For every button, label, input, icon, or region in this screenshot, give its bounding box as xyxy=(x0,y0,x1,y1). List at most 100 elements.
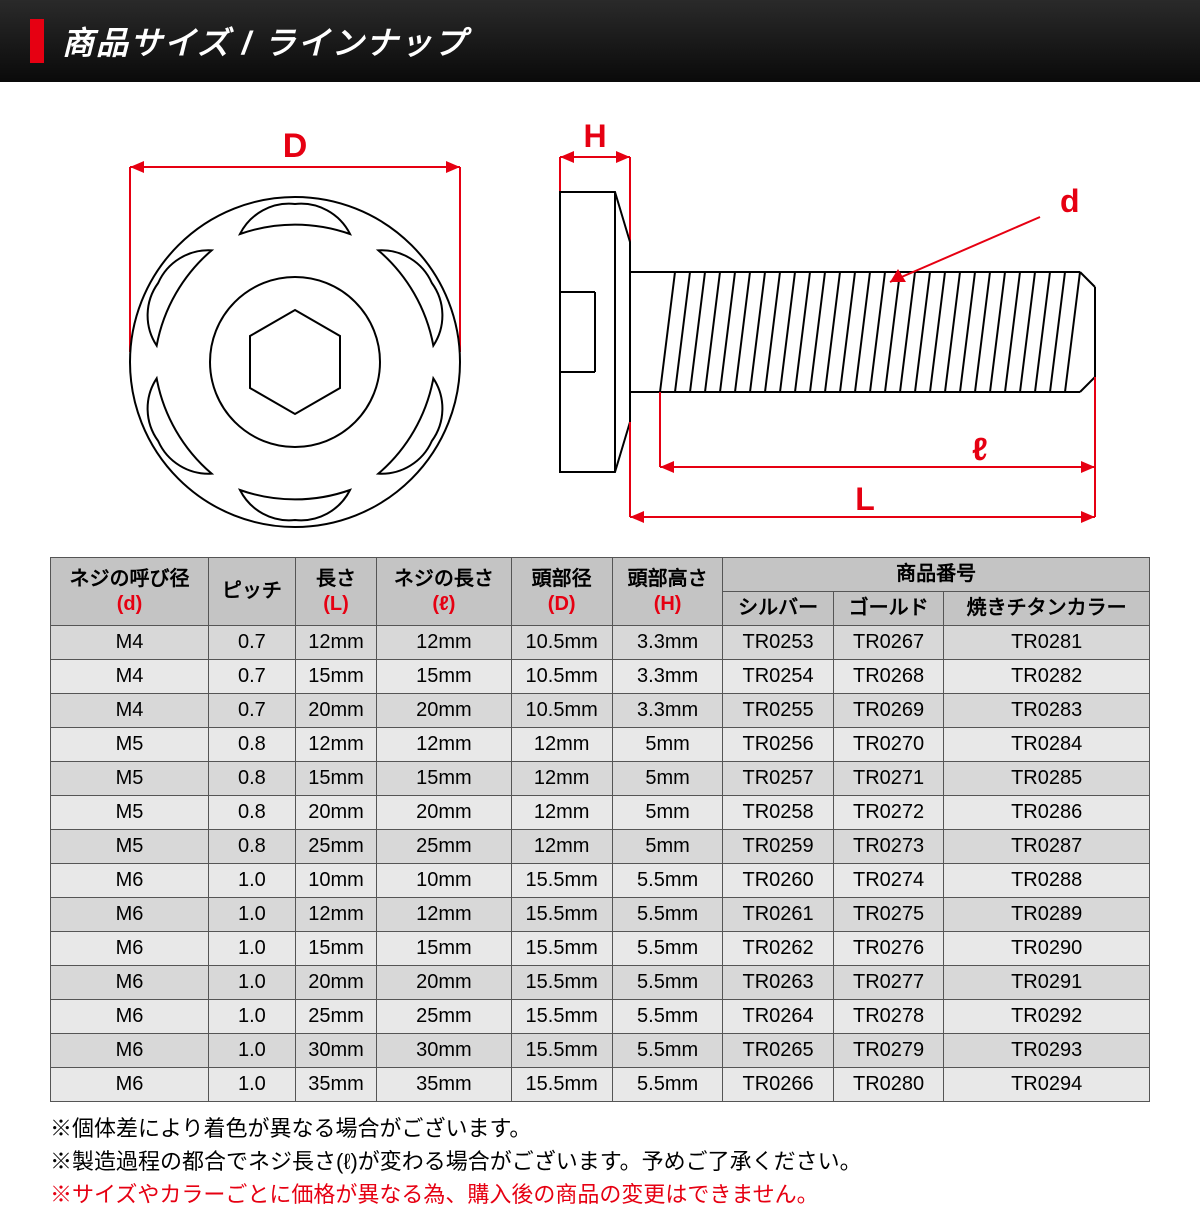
table-cell: M5 xyxy=(51,796,209,830)
table-cell: TR0261 xyxy=(723,898,834,932)
table-cell: 30mm xyxy=(295,1034,376,1068)
table-cell: TR0286 xyxy=(944,796,1150,830)
table-cell: 20mm xyxy=(295,966,376,1000)
table-cell: TR0277 xyxy=(833,966,944,1000)
table-row: M40.715mm15mm10.5mm3.3mmTR0254TR0268TR02… xyxy=(51,660,1150,694)
table-row: M61.020mm20mm15.5mm5.5mmTR0263TR0277TR02… xyxy=(51,966,1150,1000)
table-cell: TR0282 xyxy=(944,660,1150,694)
diagram-side-view: H xyxy=(520,112,1140,537)
table-cell: M5 xyxy=(51,728,209,762)
table-cell: 5.5mm xyxy=(612,1068,723,1102)
spec-table-wrap: ネジの呼び径(d) ピッチ 長さ(L) ネジの長さ(ℓ) 頭部径(D) 頭部高さ… xyxy=(0,557,1200,1102)
note-1: ※個体差により着色が異なる場合がございます。 xyxy=(50,1112,1150,1145)
table-cell: M6 xyxy=(51,966,209,1000)
table-cell: 15mm xyxy=(377,932,511,966)
table-cell: TR0289 xyxy=(944,898,1150,932)
table-cell: 5.5mm xyxy=(612,864,723,898)
table-cell: 10.5mm xyxy=(511,626,612,660)
table-cell: TR0253 xyxy=(723,626,834,660)
table-cell: 12mm xyxy=(295,728,376,762)
table-cell: 1.0 xyxy=(209,932,296,966)
table-cell: 12mm xyxy=(377,898,511,932)
table-cell: 0.7 xyxy=(209,660,296,694)
table-cell: TR0267 xyxy=(833,626,944,660)
table-cell: 5.5mm xyxy=(612,966,723,1000)
table-row: M50.815mm15mm12mm5mmTR0257TR0271TR0285 xyxy=(51,762,1150,796)
th-D: 頭部径(D) xyxy=(511,558,612,626)
th-pn: 商品番号 xyxy=(723,558,1150,592)
table-cell: TR0270 xyxy=(833,728,944,762)
table-cell: TR0285 xyxy=(944,762,1150,796)
table-cell: TR0292 xyxy=(944,1000,1150,1034)
table-cell: 12mm xyxy=(511,830,612,864)
crescent-cuts xyxy=(130,204,459,521)
table-cell: 0.8 xyxy=(209,830,296,864)
table-cell: 25mm xyxy=(295,830,376,864)
label-d: d xyxy=(1060,183,1080,219)
table-cell: 20mm xyxy=(295,796,376,830)
table-cell: 3.3mm xyxy=(612,660,723,694)
table-cell: M6 xyxy=(51,864,209,898)
table-cell: 5.5mm xyxy=(612,898,723,932)
th-d: ネジの呼び径(d) xyxy=(51,558,209,626)
table-cell: 20mm xyxy=(377,966,511,1000)
table-cell: 0.8 xyxy=(209,762,296,796)
table-cell: 35mm xyxy=(295,1068,376,1102)
table-row: M50.825mm25mm12mm5mmTR0259TR0273TR0287 xyxy=(51,830,1150,864)
table-cell: 0.8 xyxy=(209,796,296,830)
notes: ※個体差により着色が異なる場合がございます。 ※製造過程の都合でネジ長さ(ℓ)が… xyxy=(0,1102,1200,1231)
table-cell: 1.0 xyxy=(209,1000,296,1034)
table-cell: TR0268 xyxy=(833,660,944,694)
table-row: M50.812mm12mm12mm5mmTR0256TR0270TR0284 xyxy=(51,728,1150,762)
table-cell: M4 xyxy=(51,694,209,728)
table-cell: TR0258 xyxy=(723,796,834,830)
table-cell: 5mm xyxy=(612,762,723,796)
table-cell: 0.7 xyxy=(209,626,296,660)
th-l: ネジの長さ(ℓ) xyxy=(377,558,511,626)
table-cell: TR0280 xyxy=(833,1068,944,1102)
table-cell: 20mm xyxy=(377,796,511,830)
table-cell: 25mm xyxy=(377,830,511,864)
table-cell: M6 xyxy=(51,1034,209,1068)
table-cell: 25mm xyxy=(295,1000,376,1034)
table-cell: 15mm xyxy=(377,762,511,796)
th-H: 頭部高さ(H) xyxy=(612,558,723,626)
table-cell: 10.5mm xyxy=(511,694,612,728)
table-cell: 15.5mm xyxy=(511,966,612,1000)
table-cell: 15.5mm xyxy=(511,1000,612,1034)
table-cell: 5mm xyxy=(612,830,723,864)
header-accent-bar xyxy=(30,19,44,63)
table-cell: TR0271 xyxy=(833,762,944,796)
table-cell: 1.0 xyxy=(209,1068,296,1102)
table-row: M40.712mm12mm10.5mm3.3mmTR0253TR0267TR02… xyxy=(51,626,1150,660)
label-l: ℓ xyxy=(972,431,988,467)
table-cell: 10.5mm xyxy=(511,660,612,694)
thread-lines xyxy=(660,272,1080,392)
table-cell: 12mm xyxy=(377,626,511,660)
table-cell: 15.5mm xyxy=(511,1034,612,1068)
table-cell: 12mm xyxy=(511,728,612,762)
table-cell: M4 xyxy=(51,660,209,694)
table-cell: 10mm xyxy=(295,864,376,898)
label-D: D xyxy=(283,127,308,165)
table-cell: M6 xyxy=(51,898,209,932)
table-cell: 0.7 xyxy=(209,694,296,728)
table-cell: 0.8 xyxy=(209,728,296,762)
table-cell: 5.5mm xyxy=(612,1034,723,1068)
table-cell: 20mm xyxy=(295,694,376,728)
table-cell: 3.3mm xyxy=(612,626,723,660)
table-cell: 5mm xyxy=(612,796,723,830)
table-row: M61.025mm25mm15.5mm5.5mmTR0264TR0278TR02… xyxy=(51,1000,1150,1034)
table-cell: TR0256 xyxy=(723,728,834,762)
table-body: M40.712mm12mm10.5mm3.3mmTR0253TR0267TR02… xyxy=(51,626,1150,1102)
note-2: ※製造過程の都合でネジ長さ(ℓ)が変わる場合がございます。予めご了承ください。 xyxy=(50,1145,1150,1178)
table-cell: TR0254 xyxy=(723,660,834,694)
table-cell: M5 xyxy=(51,830,209,864)
table-cell: 5.5mm xyxy=(612,1000,723,1034)
table-cell: TR0260 xyxy=(723,864,834,898)
table-cell: TR0273 xyxy=(833,830,944,864)
table-cell: TR0272 xyxy=(833,796,944,830)
table-cell: 12mm xyxy=(295,626,376,660)
table-cell: TR0293 xyxy=(944,1034,1150,1068)
table-cell: 15mm xyxy=(377,660,511,694)
